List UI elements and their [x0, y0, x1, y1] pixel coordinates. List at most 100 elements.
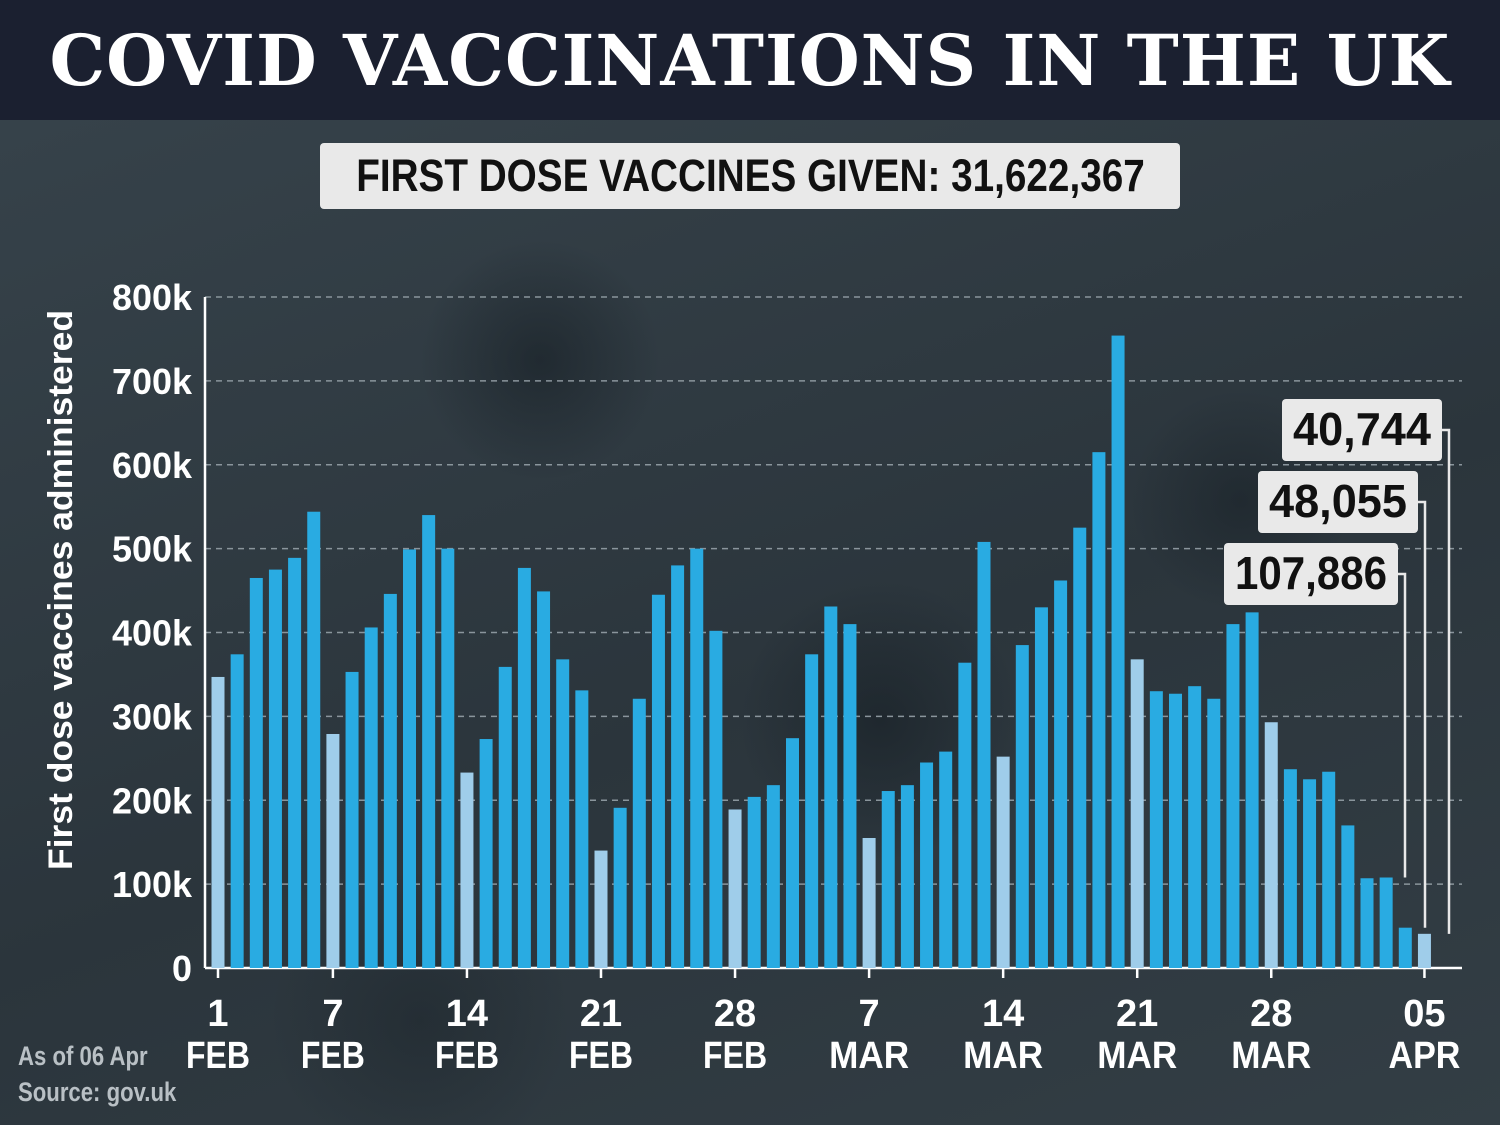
annotation-label: 40,744: [1293, 403, 1431, 455]
bar: [1398, 927, 1412, 968]
bar: [1015, 645, 1029, 968]
bar: [786, 738, 799, 968]
y-tick-label: 0: [172, 948, 192, 989]
bar: [307, 511, 321, 968]
bar: [422, 515, 436, 968]
bar: [1092, 452, 1106, 968]
x-tick-day: 21: [580, 993, 622, 1035]
bar: [537, 591, 551, 968]
x-tick-day: 21: [1116, 993, 1158, 1035]
bar: [632, 698, 646, 968]
y-tick-label: 400k: [112, 613, 193, 654]
annotation-box: [1224, 543, 1398, 605]
bar: [403, 549, 416, 968]
bar: [996, 756, 1010, 968]
x-tick-month: MAR: [1231, 1035, 1311, 1077]
bar: [575, 690, 589, 968]
bar: [766, 785, 780, 968]
bar: [211, 676, 225, 968]
bar: [900, 785, 914, 968]
x-tick-month: MAR: [829, 1035, 909, 1077]
bar: [249, 577, 263, 968]
bar: [824, 606, 838, 968]
x-tick-day: 14: [982, 993, 1024, 1035]
bar: [843, 624, 857, 968]
bar: [1130, 659, 1144, 968]
bar: [977, 541, 991, 968]
bar: [1188, 686, 1202, 968]
x-tick-day: 28: [1250, 993, 1292, 1035]
bar: [881, 791, 895, 968]
bar: [728, 809, 742, 968]
bar: [1034, 607, 1048, 968]
x-tick-day: 14: [446, 993, 488, 1035]
bar: [1264, 722, 1278, 968]
bar: [479, 739, 493, 968]
bar: [958, 662, 972, 968]
x-tick-month: FEB: [703, 1035, 767, 1077]
bar: [345, 671, 359, 968]
bar: [460, 772, 474, 968]
bar: [498, 666, 512, 968]
y-tick-label: 100k: [112, 864, 193, 905]
x-tick-month: FEB: [301, 1035, 365, 1077]
bar: [690, 548, 704, 968]
total-doses-box: FIRST DOSE VACCINES GIVEN: 31,622,367: [320, 143, 1180, 209]
y-tick-label: 700k: [112, 361, 193, 402]
annotation-leader-line: [1442, 428, 1451, 934]
x-tick-month: APR: [1388, 1035, 1460, 1077]
y-tick-label: 600k: [112, 445, 193, 486]
title-bar: COVID VACCINATIONS IN THE UK: [0, 0, 1500, 120]
x-tick-day: 1: [207, 993, 228, 1035]
page-title: COVID VACCINATIONS IN THE UK: [49, 18, 1451, 102]
bar: [288, 557, 302, 968]
annotation-label: 48,055: [1269, 475, 1407, 527]
bar: [1303, 779, 1317, 968]
source-credit: Source: gov.uk: [18, 1077, 177, 1107]
total-doses-label: FIRST DOSE VACCINES GIVEN: 31,622,367: [355, 150, 1145, 201]
bar: [1073, 527, 1087, 968]
as-of-date: As of 06 Apr: [18, 1041, 148, 1071]
y-tick-label: 200k: [112, 780, 193, 821]
bar: [1207, 698, 1221, 968]
x-tick-day: 7: [322, 993, 343, 1035]
bar: [556, 659, 570, 968]
annotation-box: [1258, 471, 1418, 533]
bar: [1417, 933, 1431, 968]
bar: [1169, 693, 1182, 968]
bar: [1054, 580, 1068, 968]
bar: [326, 733, 340, 968]
x-tick-day: 7: [859, 993, 880, 1035]
y-tick-label: 800k: [112, 277, 193, 318]
y-tick-label: 500k: [112, 529, 193, 570]
annotation-label: 107,886: [1235, 547, 1387, 599]
annotation-box: [1282, 399, 1442, 461]
bar: [1226, 624, 1240, 968]
bar: [441, 548, 455, 968]
x-tick-month: MAR: [1097, 1035, 1177, 1077]
bar: [920, 762, 934, 968]
x-tick-month: FEB: [435, 1035, 499, 1077]
x-tick-month: FEB: [186, 1035, 250, 1077]
bar: [383, 593, 397, 968]
x-tick-day: 05: [1403, 993, 1445, 1035]
bar: [805, 654, 819, 968]
bar: [1245, 612, 1259, 968]
bar: [1341, 825, 1355, 968]
bar: [862, 837, 876, 968]
y-tick-label: 300k: [112, 696, 193, 737]
bar: [517, 567, 531, 968]
bar: [613, 807, 627, 968]
bar: [671, 565, 685, 968]
x-tick-month: MAR: [963, 1035, 1043, 1077]
bar: [1149, 691, 1163, 968]
annotation-leader-line: [1418, 500, 1427, 928]
bar: [651, 594, 665, 968]
footer-note: As of 06 Apr Source: gov.uk: [18, 1038, 176, 1110]
bar: [1283, 769, 1297, 968]
x-tick-day: 28: [714, 993, 756, 1035]
bar: [1360, 878, 1374, 968]
bar: [268, 569, 282, 968]
bar: [747, 796, 761, 968]
